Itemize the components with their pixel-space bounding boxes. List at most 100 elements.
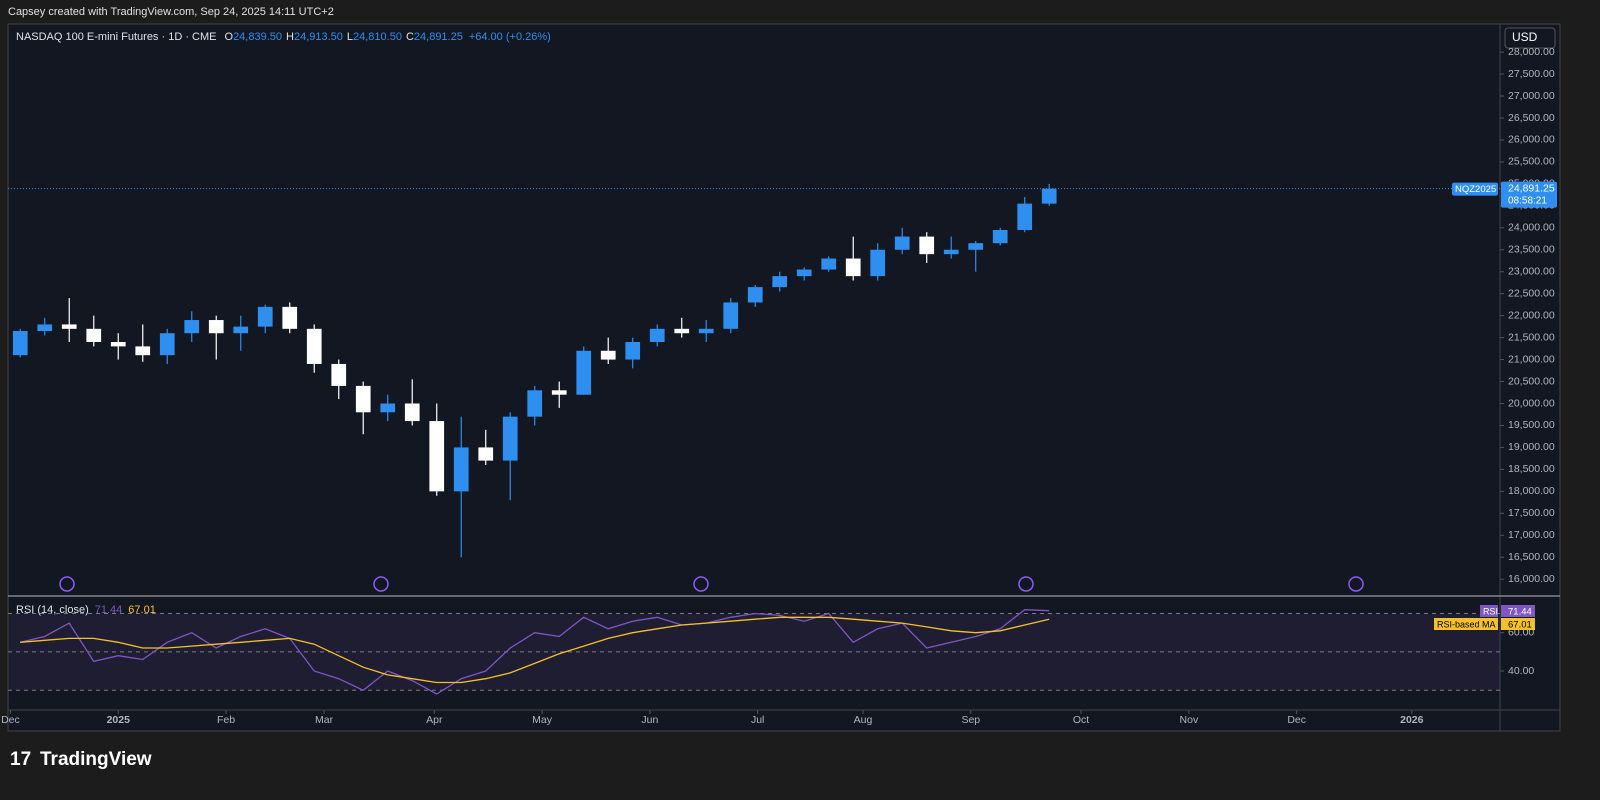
candle-body bbox=[184, 320, 200, 334]
event-icon[interactable] bbox=[693, 576, 709, 592]
candle-body bbox=[894, 236, 910, 250]
symbol-tag bbox=[1452, 182, 1498, 196]
x-tick-label: 2026 bbox=[1400, 714, 1424, 726]
rsi-line bbox=[20, 616, 1050, 684]
legend-item: O bbox=[225, 31, 234, 43]
candle-body bbox=[698, 328, 714, 334]
y-tick-label: 20,000.00 bbox=[1508, 397, 1555, 409]
candle-body bbox=[429, 421, 445, 492]
candle-body bbox=[380, 403, 396, 413]
candle-body bbox=[110, 342, 126, 347]
x-tick-label: Mar bbox=[315, 714, 334, 726]
candle-body bbox=[331, 363, 347, 386]
legend-item: NASDAQ 100 E-mini Futures · 1D · CME bbox=[16, 31, 217, 43]
countdown: 08:58:21 bbox=[1508, 195, 1547, 206]
currency[interactable]: USD bbox=[1512, 30, 1538, 44]
candle-body bbox=[600, 350, 616, 360]
event-icon[interactable] bbox=[373, 576, 389, 592]
y-tick-label: 17,000.00 bbox=[1508, 529, 1555, 541]
y-tick-label: 27,500.00 bbox=[1508, 68, 1555, 80]
credit: Capsey created with TradingView.com, Sep… bbox=[8, 6, 334, 18]
y-tick-label: 23,000.00 bbox=[1508, 266, 1555, 278]
series-value: 67.01 bbox=[1508, 620, 1532, 631]
legend-item: C bbox=[406, 31, 414, 43]
y-tick-label: 24,000.00 bbox=[1508, 222, 1555, 234]
y-tick-label: 25,500.00 bbox=[1508, 156, 1555, 168]
candle-body bbox=[870, 249, 886, 277]
y-tick-label: 21,500.00 bbox=[1508, 331, 1555, 343]
candle-body bbox=[649, 328, 665, 343]
legend-value: 71.44 bbox=[95, 604, 123, 616]
candle-body bbox=[968, 243, 984, 250]
value-tag bbox=[1501, 618, 1535, 630]
x-tick-label: May bbox=[532, 714, 553, 726]
event-icons bbox=[59, 576, 1364, 592]
candle-body bbox=[747, 287, 763, 303]
y-tick-label: 27,000.00 bbox=[1508, 90, 1555, 102]
candle-body bbox=[625, 342, 641, 360]
legend-item: +64.00 (+0.26%) bbox=[469, 31, 551, 43]
series-name: RSI-based MA bbox=[1437, 619, 1496, 629]
candle-body bbox=[845, 258, 861, 277]
candle-body bbox=[306, 328, 322, 364]
event-icon[interactable] bbox=[1348, 576, 1364, 592]
legend-item: H bbox=[286, 31, 294, 43]
candle-body bbox=[674, 328, 690, 334]
candle-body bbox=[919, 236, 935, 255]
symbol: NQZ2025 bbox=[1455, 184, 1496, 195]
candle-body bbox=[772, 276, 788, 288]
legend-value: 67.01 bbox=[128, 604, 156, 616]
event-icon[interactable] bbox=[59, 576, 75, 592]
y-tick-label: 18,000.00 bbox=[1508, 485, 1555, 497]
candle-body bbox=[502, 416, 518, 461]
legend-item: 24,913.50 bbox=[294, 31, 343, 43]
x-tick-label: Dec bbox=[1, 714, 20, 726]
candle-body bbox=[208, 320, 224, 334]
series-name: RSI bbox=[1483, 606, 1498, 616]
candle-body bbox=[943, 249, 959, 255]
candle-body bbox=[992, 229, 1008, 244]
last-price: 24,891.25 bbox=[1508, 182, 1555, 194]
series-value: 71.44 bbox=[1508, 607, 1532, 618]
brand[interactable]: TradingView bbox=[40, 749, 152, 770]
candle-body bbox=[282, 306, 298, 329]
x-tick-label: Nov bbox=[1180, 714, 1199, 726]
candle-body bbox=[527, 390, 543, 417]
x-tick-label: Sep bbox=[961, 714, 980, 726]
y-tick-label: 17,500.00 bbox=[1508, 507, 1555, 519]
x-tick-label: Dec bbox=[1287, 714, 1306, 726]
y-tick-label: 22,500.00 bbox=[1508, 287, 1555, 299]
x-tick-label: Oct bbox=[1073, 714, 1089, 726]
event-icon[interactable] bbox=[1018, 576, 1034, 592]
y-tick-label: 28,000.00 bbox=[1508, 46, 1555, 58]
x-tick-label: 2025 bbox=[107, 714, 131, 726]
y-tick-label: 23,500.00 bbox=[1508, 244, 1555, 256]
candle-body bbox=[404, 403, 420, 422]
candle-body bbox=[723, 302, 739, 329]
candle-body bbox=[796, 269, 812, 277]
candle-body bbox=[61, 324, 77, 329]
y-tick-label: 19,500.00 bbox=[1508, 419, 1555, 431]
x-tick-label: Apr bbox=[426, 714, 443, 726]
y-tick-label: 21,000.00 bbox=[1508, 353, 1555, 365]
ohlc-legend: NASDAQ 100 E-mini Futures · 1D · CME O 24,… bbox=[16, 31, 551, 43]
series-tag bbox=[1480, 605, 1498, 617]
candle-body bbox=[355, 385, 371, 413]
candle-body bbox=[1041, 188, 1057, 204]
rsi-legend: RSI (14, close) 71.44 67.01 bbox=[16, 604, 156, 616]
candle-body bbox=[821, 258, 837, 270]
candle-body bbox=[233, 326, 249, 334]
legend-item: 24,891.25 bbox=[414, 31, 463, 43]
series-tag bbox=[1434, 618, 1498, 630]
candle-body bbox=[453, 447, 469, 492]
y-tick-label: 20,500.00 bbox=[1508, 375, 1555, 387]
brand-logo[interactable]: 17 bbox=[10, 749, 31, 770]
x-tick-label: Jun bbox=[641, 714, 658, 726]
currency-button[interactable] bbox=[1504, 27, 1556, 49]
candle-body bbox=[86, 328, 102, 343]
y-tick-label: 18,500.00 bbox=[1508, 463, 1555, 475]
candle-body bbox=[257, 306, 273, 327]
candle-body bbox=[37, 324, 53, 332]
legend-item: 24,810.50 bbox=[353, 31, 402, 43]
